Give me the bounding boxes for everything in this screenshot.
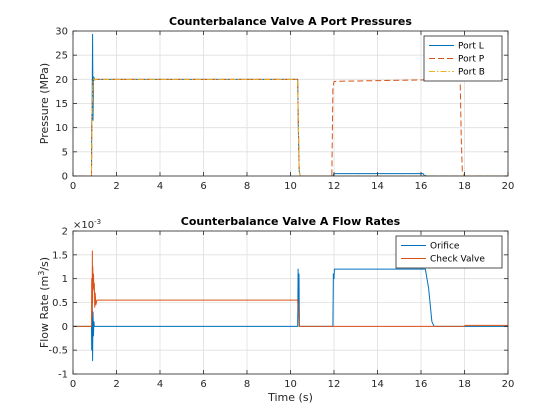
y-tick-label: -1 [58, 370, 68, 381]
x-tick-label: 2 [113, 181, 119, 192]
x-tick-label: 12 [328, 181, 341, 192]
pressure-chart: 0 2 4 6 8 10 12 14 16 18 20 0 5 10 15 20 25 30 Counterbala… [38, 15, 514, 192]
y-tick-label: 25 [55, 51, 68, 62]
x-tick-label: 10 [284, 379, 297, 390]
y-axis-label-superscript: 3 [37, 271, 46, 276]
x-axis-label: Time (s) [267, 391, 313, 404]
x-tick-label: 16 [415, 181, 428, 192]
y-tick-label: 2 [62, 227, 68, 238]
legend-box [395, 235, 503, 269]
x-tick-label: 0 [70, 379, 76, 390]
y-tick-label: -0.5 [48, 346, 68, 357]
y-axis-label: Flow Rate (m3/s) [37, 257, 51, 348]
y-tick-label: 5 [62, 147, 68, 158]
x-tick-label: 12 [328, 379, 341, 390]
x-tick-label: 4 [157, 379, 163, 390]
y-tick-label: 1.5 [52, 250, 68, 261]
x-tick-label: 20 [502, 379, 515, 390]
y-axis-label-rest: /s) [38, 257, 51, 271]
x-tick-label: 8 [244, 181, 250, 192]
x-tick-label: 6 [200, 379, 206, 390]
x-tick-label: 0 [70, 181, 76, 192]
y-tick-label: 0 [62, 172, 68, 183]
y-tick-label: 0 [62, 322, 68, 333]
x-tick-label: 16 [415, 379, 428, 390]
legend-label-orifice: Orifice [430, 242, 460, 252]
x-tick-label: 10 [284, 181, 297, 192]
y-tick-label: 30 [55, 27, 68, 38]
y-tick-label: 0.5 [52, 298, 68, 309]
y-exponent-power: -3 [94, 218, 101, 226]
y-tick-label: 10 [55, 123, 68, 134]
y-exponent-label: ×10-3 [73, 218, 101, 231]
x-tick-label: 2 [113, 379, 119, 390]
y-tick-label: 15 [55, 99, 68, 110]
flow-chart: 0 2 4 6 8 10 12 14 16 18 20 -1 -0.5 0 0.5 1 1.5 2 Counterb… [37, 215, 514, 404]
y-axis-label: Pressure (MPa) [38, 63, 51, 144]
x-tick-label: 8 [244, 379, 250, 390]
legend-label-check-valve: Check Valve [430, 255, 485, 265]
series-line-check-valve [73, 250, 508, 327]
y-tick-label: 1 [62, 274, 68, 285]
x-tick-label: 6 [200, 181, 206, 192]
chart-title: Counterbalance Valve A Port Pressures [169, 15, 412, 28]
legend-label-port-p: Port P [458, 55, 485, 65]
x-tick-label: 14 [371, 379, 384, 390]
x-tick-label: 18 [458, 181, 471, 192]
x-tick-label: 18 [458, 379, 471, 390]
chart-title: Counterbalance Valve A Flow Rates [181, 215, 401, 228]
series-line-port-b [73, 77, 508, 176]
y-tick-label: 20 [55, 75, 68, 86]
legend-label-port-b: Port B [458, 68, 485, 78]
x-tick-label: 14 [371, 181, 384, 192]
x-tick-label: 20 [502, 181, 515, 192]
legend-box [423, 35, 503, 82]
x-tick-label: 4 [157, 181, 163, 192]
series-line-orifice [73, 268, 508, 362]
legend-label-port-l: Port L [458, 42, 484, 52]
